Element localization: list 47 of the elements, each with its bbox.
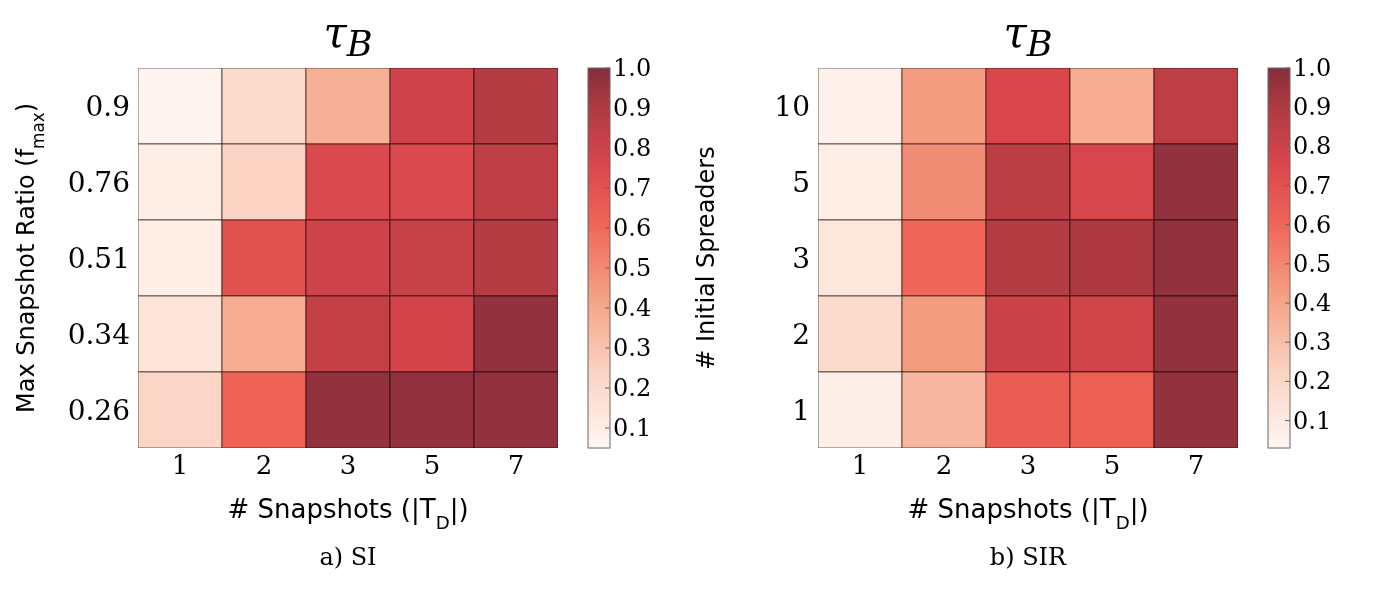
color-bar-label: 0.4	[1293, 289, 1332, 318]
color-bar-label: 0.5	[613, 254, 652, 282]
x-tick-label: 5	[1103, 450, 1121, 481]
y-tick-label: 0.34	[67, 317, 130, 351]
color-bar-label: 0.7	[1293, 171, 1332, 200]
x-axis-title: # Snapshots (|T$_{D}$|)	[227, 494, 469, 533]
color-bar-label: 0.4	[613, 294, 652, 322]
color-bar-label: 0.1	[1293, 406, 1332, 435]
color-bar-label: 0.3	[613, 334, 652, 362]
chart-title: τ$_{B}$	[322, 8, 374, 65]
x-tick-label: 2	[255, 450, 273, 481]
color-bar-label: 0.9	[1293, 93, 1332, 122]
y-tick-label: 5	[792, 165, 810, 199]
color-bar-label: 1.0	[613, 54, 652, 82]
y-tick-label: 0.9	[85, 89, 130, 123]
color-bar-label: 0.2	[1293, 367, 1332, 396]
x-tick-label: 5	[423, 450, 441, 481]
color-bar-label: 0.6	[1293, 210, 1332, 239]
y-tick-label: 0.51	[67, 241, 130, 275]
y-axis-title: # Initial Spreaders	[692, 146, 720, 370]
text: b) SIR	[988, 543, 1068, 571]
color-bar-label: 0.5	[1293, 249, 1332, 278]
color-bar-label: 0.8	[1293, 132, 1332, 161]
y-tick-label: 10	[774, 89, 810, 123]
y-tick-label: 0.26	[67, 393, 130, 427]
color-bar-label: 0.8	[613, 134, 652, 162]
chart-title: τ$_{B}$	[1002, 8, 1054, 65]
x-tick-label: 1	[171, 450, 189, 481]
x-tick-label: 3	[1019, 450, 1037, 481]
color-bar-label: 0.6	[613, 214, 652, 242]
x-tick-label: 1	[851, 450, 869, 481]
y-tick-label: 1	[792, 393, 810, 427]
color-bar-label: 0.9	[613, 94, 652, 122]
x-tick-label: 3	[339, 450, 357, 481]
x-tick-label: 7	[1187, 450, 1205, 481]
x-axis-title: # Snapshots (|T$_{D}$|)	[907, 494, 1149, 533]
color-bar-label: 0.1	[613, 414, 652, 442]
text: a) SI	[318, 543, 378, 571]
y-tick-label: 2	[792, 317, 810, 351]
color-bar-label: 1.0	[1293, 54, 1332, 82]
color-bar-label: 0.2	[613, 374, 652, 402]
color-bar-label: 0.7	[613, 174, 652, 202]
x-tick-label: 2	[935, 450, 953, 481]
y-tick-label: 3	[792, 241, 810, 275]
color-bar-label: 0.3	[1293, 328, 1332, 357]
x-tick-label: 7	[507, 450, 525, 481]
y-tick-label: 0.76	[67, 165, 130, 199]
